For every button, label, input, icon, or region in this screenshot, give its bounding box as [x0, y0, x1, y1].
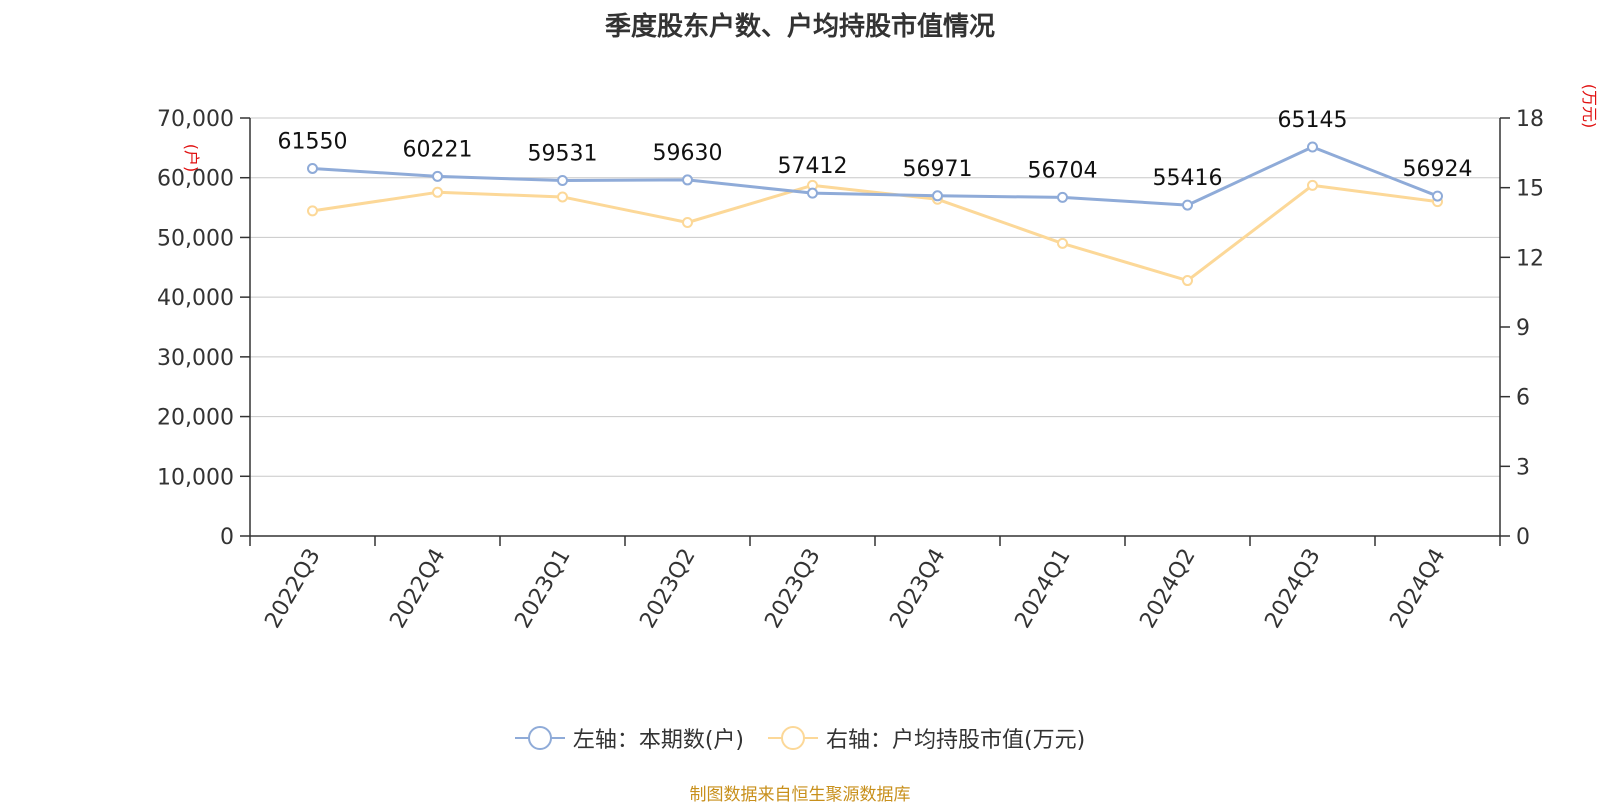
data-label: 55416	[1153, 166, 1223, 191]
data-label: 56924	[1403, 157, 1473, 182]
chart-title: 季度股东户数、户均持股市值情况	[604, 12, 995, 42]
data-point[interactable]	[682, 174, 693, 186]
data-source: 制图数据来自恒生聚源数据库	[689, 785, 911, 805]
data-point[interactable]	[557, 191, 568, 203]
x-tick-label: 2023Q4	[885, 545, 950, 633]
right-axis-ticks: 0 3 6 9 12 15 18	[1500, 107, 1544, 550]
x-tick-label: 2022Q4	[385, 545, 450, 633]
data-point[interactable]	[1182, 275, 1193, 287]
x-tick-label: 2024Q3	[1260, 545, 1325, 633]
series-line-1	[312, 183, 1438, 283]
data-point[interactable]	[1057, 191, 1068, 203]
left-tick-label: 70,000	[157, 107, 234, 132]
x-tick-label: 2023Q3	[760, 545, 825, 633]
legend-item-households[interactable]: 左轴：本期数(户)	[514, 722, 744, 754]
right-tick-label: 3	[1516, 455, 1530, 480]
data-label: 61550	[278, 129, 348, 154]
data-point[interactable]	[1307, 179, 1318, 191]
left-tick-label: 30,000	[157, 346, 234, 371]
data-point[interactable]	[1432, 190, 1443, 202]
chart-canvas: 0 10,000 20,000 30,000 40,000 50,000 60,000 70,…	[157, 84, 1599, 633]
left-tick-label: 60,000	[157, 167, 234, 192]
right-tick-label: 15	[1516, 177, 1544, 202]
left-tick-label: 10,000	[157, 465, 234, 490]
legend-swatch-households	[514, 726, 565, 750]
data-point[interactable]	[307, 162, 318, 174]
legend-label-households: 左轴：本期数(户)	[572, 728, 744, 753]
left-tick-label: 0	[220, 525, 234, 550]
data-point[interactable]	[682, 217, 693, 228]
data-labels: 61550 60221 59531 59630 57412 56971 56704 55416…	[278, 108, 1473, 191]
left-axis-unit: (户)	[182, 144, 201, 173]
data-label: 65145	[1278, 108, 1348, 133]
legend-label-avg-value: 右轴：户均持股市值(万元)	[826, 728, 1086, 753]
x-tick-label: 2024Q2	[1135, 545, 1200, 633]
x-tick-label: 2024Q1	[1010, 545, 1075, 633]
right-axis-unit: (万元)	[1580, 84, 1599, 129]
right-tick-label: 9	[1516, 316, 1530, 341]
data-point[interactable]	[1307, 141, 1318, 153]
data-label: 57412	[778, 154, 848, 179]
legend-swatch-avg-value	[768, 726, 818, 750]
legend-item-avg-value[interactable]: 右轴：户均持股市值(万元)	[768, 722, 1085, 754]
right-tick-label: 18	[1516, 107, 1544, 132]
series-lines	[312, 145, 1439, 283]
data-point[interactable]	[432, 170, 443, 182]
gridlines	[250, 117, 1500, 477]
series-points	[307, 141, 1443, 287]
left-axis-ticks: 0 10,000 20,000 30,000 40,000 50,000 60,000 70,…	[157, 107, 250, 550]
data-point[interactable]	[1057, 237, 1068, 249]
data-label: 59630	[653, 141, 723, 166]
right-tick-label: 12	[1516, 246, 1544, 271]
x-tick-label: 2023Q1	[510, 545, 575, 633]
right-tick-label: 0	[1516, 525, 1530, 550]
series-line-0	[312, 145, 1439, 207]
left-tick-label: 50,000	[157, 226, 234, 251]
x-tick-label: 2022Q3	[260, 545, 325, 633]
x-tick-label: 2023Q2	[635, 545, 700, 633]
left-tick-label: 40,000	[157, 286, 234, 311]
data-point[interactable]	[557, 175, 568, 187]
x-axis-ticks: 2022Q3 2022Q4 2023Q1 2023Q2 2023Q3 2023Q4 2024…	[249, 536, 1501, 633]
data-point[interactable]	[807, 187, 818, 199]
data-label: 60221	[403, 137, 473, 162]
data-point[interactable]	[307, 205, 318, 217]
data-label: 56971	[903, 157, 973, 182]
data-point[interactable]	[432, 186, 443, 198]
legend: 左轴：本期数(户) 右轴：户均持股市值(万元)	[0, 722, 1600, 754]
x-tick-label: 2024Q4	[1385, 545, 1450, 633]
data-point[interactable]	[932, 190, 943, 202]
left-tick-label: 20,000	[157, 406, 234, 431]
data-point[interactable]	[1182, 199, 1193, 211]
data-label: 59531	[528, 142, 598, 167]
right-tick-label: 6	[1516, 386, 1530, 411]
data-label: 56704	[1028, 158, 1098, 183]
